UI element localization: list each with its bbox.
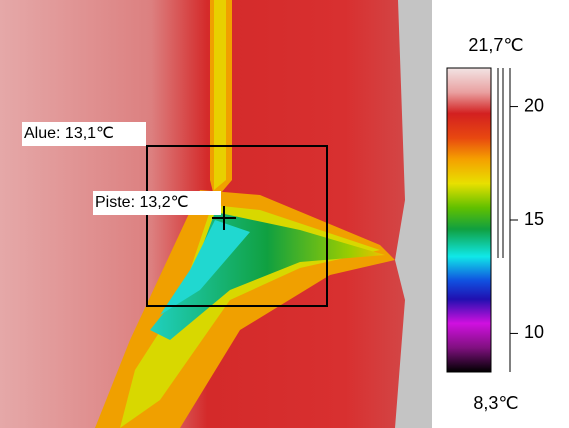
area-label: Alue: 13,1℃ [24, 125, 114, 142]
colorbar-tick-label: 20 [524, 95, 544, 115]
thermal-image: Alue: 13,1℃ Piste: 13,2℃ [0, 0, 432, 428]
colorbar-max: 21,7℃ [468, 35, 523, 55]
colorbar-min: 8,3℃ [473, 393, 518, 413]
colorbar-tick-label: 10 [524, 322, 544, 342]
thermal-screen: Alue: 13,1℃ Piste: 13,2℃ 21,7℃ 8,3℃ 10 15… [0, 0, 569, 428]
colorbar-tick-label: 15 [524, 209, 544, 229]
spot-label: Piste: 13,2℃ [95, 194, 189, 211]
colorbar: 21,7℃ 8,3℃ [447, 35, 524, 413]
